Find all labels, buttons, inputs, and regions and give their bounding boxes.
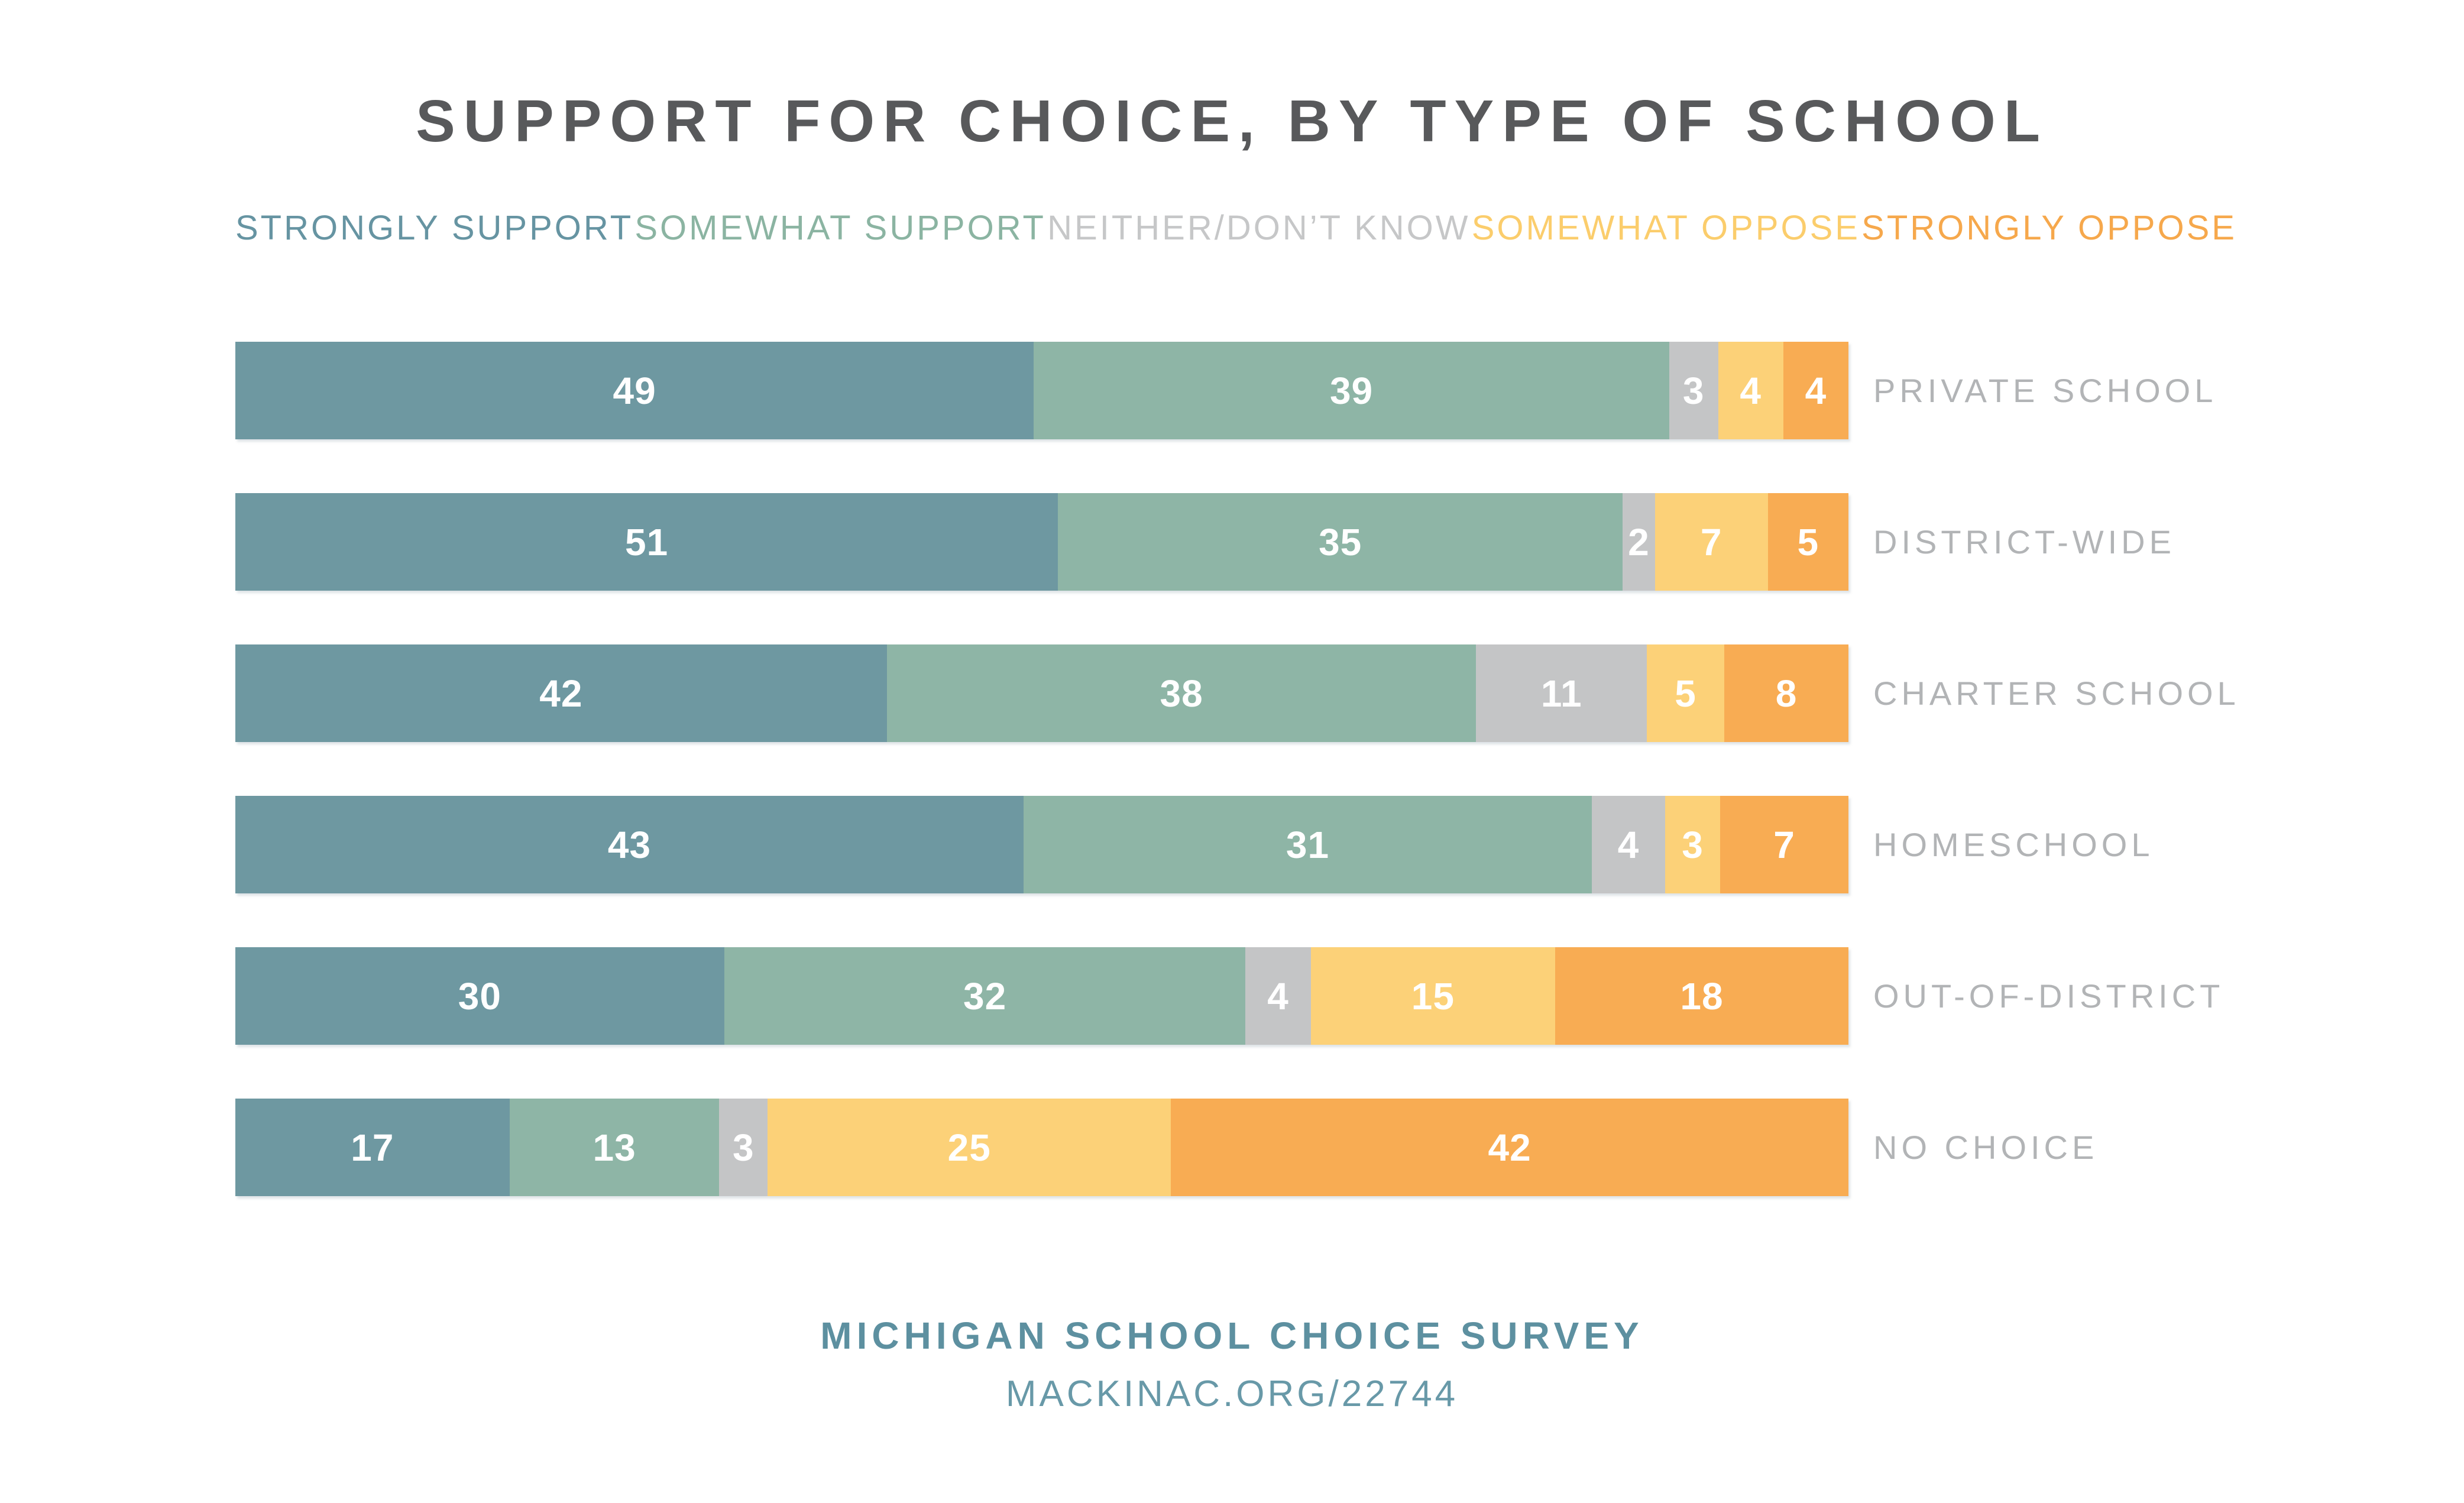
- segment-value-label: 4: [1617, 823, 1640, 866]
- segment-value-label: 39: [1329, 369, 1374, 412]
- legend-item-4: STRONGLY OPPOSE: [1861, 209, 2237, 247]
- legend-item-0: STRONGLY SUPPORT: [235, 209, 634, 247]
- bar-segment: 18: [1555, 947, 1848, 1045]
- chart-title: SUPPORT FOR CHOICE, BY TYPE OF SCHOOL: [416, 88, 2048, 154]
- segment-value-label: 38: [1160, 672, 1203, 715]
- segment-value-label: 5: [1797, 520, 1819, 563]
- segment-value-label: 35: [1319, 520, 1362, 563]
- segment-value-label: 25: [947, 1126, 991, 1169]
- bar-segment: 7: [1654, 493, 1768, 591]
- bar-segment: 25: [768, 1099, 1171, 1196]
- segment-value-label: 15: [1411, 974, 1455, 1018]
- category-label: OUT-OF-DISTRICT: [1873, 977, 2225, 1015]
- bar-segment: 11: [1476, 644, 1647, 742]
- category-label: HOMESCHOOL: [1873, 826, 2154, 863]
- bar-segment: 3: [719, 1099, 768, 1196]
- segment-value-label: 4: [1740, 369, 1762, 412]
- legend-item-2: NEITHER/DON’T KNOW: [1047, 209, 1471, 247]
- bar-segment: 7: [1720, 796, 1848, 893]
- segment-value-label: 31: [1286, 823, 1330, 866]
- segment-value-label: 3: [1682, 823, 1704, 866]
- bar-segment: 2: [1623, 493, 1655, 591]
- footer-source-title: MICHIGAN SCHOOL CHOICE SURVEY: [820, 1314, 1644, 1357]
- segment-value-label: 4: [1267, 974, 1289, 1018]
- bar-row-0: 49 39 3 4 4 PRIVATE SCHOOL: [235, 342, 2240, 439]
- segment-value-label: 42: [539, 672, 583, 715]
- segment-value-label: 3: [1682, 369, 1705, 412]
- legend: STRONGLY SUPPORT SOMEWHAT SUPPORT NEITHER/…: [235, 208, 2237, 248]
- category-label: DISTRICT-WIDE: [1873, 523, 2175, 561]
- segment-value-label: 30: [458, 974, 501, 1018]
- segment-value-label: 18: [1680, 974, 1724, 1018]
- bar-segment: 4: [1783, 342, 1848, 439]
- stacked-bar: 42 38 11 5 8: [235, 644, 1848, 742]
- legend-item-1: SOMEWHAT SUPPORT: [634, 209, 1046, 247]
- footer: MICHIGAN SCHOOL CHOICE SURVEY MACKINAC.O…: [0, 1314, 2464, 1415]
- stacked-bar-chart: 49 39 3 4 4 PRIVATE SCHOOL 51 35 2 7 5 DISTRICT-WID…: [235, 342, 2240, 1250]
- bar-row-2: 42 38 11 5 8 CHARTER SCHOOL: [235, 644, 2240, 742]
- bar-segment: 4: [1718, 342, 1783, 439]
- bar-segment: 32: [724, 947, 1246, 1045]
- segment-value-label: 7: [1700, 520, 1722, 563]
- segment-value-label: 51: [625, 520, 669, 563]
- segment-value-label: 3: [733, 1126, 755, 1169]
- segment-value-label: 17: [351, 1126, 394, 1169]
- bar-segment: 35: [1058, 493, 1623, 591]
- bar-segment: 3: [1669, 342, 1718, 439]
- bar-segment: 49: [235, 342, 1034, 439]
- bar-segment: 5: [1646, 644, 1725, 742]
- stacked-bar: 30 32 4 15 18: [235, 947, 1848, 1045]
- bar-segment: 42: [1171, 1099, 1849, 1196]
- bar-segment: 8: [1724, 644, 1848, 742]
- bar-segment: 3: [1665, 796, 1720, 893]
- segment-value-label: 8: [1775, 672, 1798, 715]
- bar-row-3: 43 31 4 3 7 HOMESCHOOL: [235, 796, 2240, 893]
- bar-segment: 39: [1034, 342, 1669, 439]
- segment-value-label: 43: [607, 823, 652, 866]
- segment-value-label: 5: [1675, 672, 1696, 715]
- legend-item-3: SOMEWHAT OPPOSE: [1471, 209, 1860, 247]
- stacked-bar: 49 39 3 4 4: [235, 342, 1848, 439]
- bar-row-1: 51 35 2 7 5 DISTRICT-WIDE: [235, 493, 2240, 591]
- bar-row-4: 30 32 4 15 18 OUT-OF-DISTRICT: [235, 947, 2240, 1045]
- bar-segment: 43: [235, 796, 1024, 893]
- bar-segment: 13: [509, 1099, 720, 1196]
- segment-value-label: 42: [1488, 1126, 1531, 1169]
- segment-value-label: 4: [1805, 369, 1827, 412]
- segment-value-label: 2: [1628, 520, 1650, 563]
- category-label: NO CHOICE: [1873, 1129, 2099, 1166]
- bar-row-5: 17 13 3 25 42 NO CHOICE: [235, 1099, 2240, 1196]
- bar-segment: 15: [1310, 947, 1555, 1045]
- bar-segment: 5: [1767, 493, 1848, 591]
- segment-value-label: 49: [613, 369, 656, 412]
- stacked-bar: 17 13 3 25 42: [235, 1099, 1849, 1196]
- category-label: PRIVATE SCHOOL: [1873, 372, 2217, 409]
- bar-segment: 17: [235, 1099, 510, 1196]
- bar-segment: 51: [235, 493, 1058, 591]
- bar-segment: 4: [1592, 796, 1665, 893]
- bar-segment: 38: [886, 644, 1477, 742]
- stacked-bar: 43 31 4 3 7: [235, 796, 1848, 893]
- footer-source-url: MACKINAC.ORG/22744: [1005, 1374, 1459, 1414]
- bar-segment: 31: [1024, 796, 1592, 893]
- segment-value-label: 7: [1773, 823, 1795, 866]
- stacked-bar: 51 35 2 7 5: [235, 493, 1848, 591]
- bar-segment: 30: [235, 947, 724, 1045]
- category-label: CHARTER SCHOOL: [1873, 675, 2240, 712]
- segment-value-label: 32: [963, 974, 1007, 1018]
- segment-value-label: 13: [592, 1126, 636, 1169]
- segment-value-label: 11: [1540, 672, 1582, 715]
- bar-segment: 42: [235, 644, 887, 742]
- bar-segment: 4: [1245, 947, 1311, 1045]
